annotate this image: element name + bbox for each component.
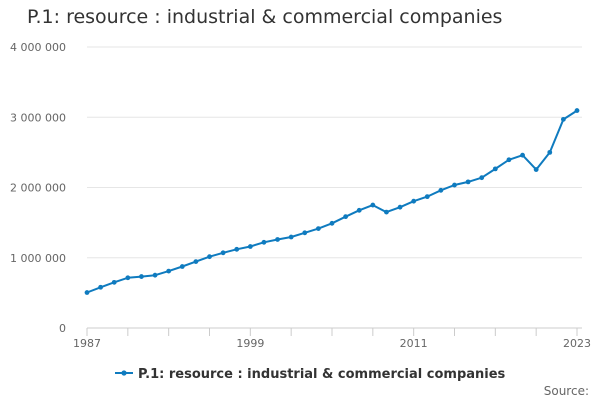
data-point[interactable]: [179, 264, 185, 269]
y-tick-label: 2 000 000: [10, 182, 66, 195]
x-tick-label: 2023: [563, 337, 591, 350]
legend-swatch-marker: [121, 370, 127, 376]
gridlines: [87, 46, 582, 329]
data-point[interactable]: [139, 274, 144, 279]
data-point[interactable]: [111, 279, 117, 285]
source-label: Source:: [544, 384, 589, 398]
data-point[interactable]: [193, 259, 199, 265]
series-line: [86, 109, 578, 294]
x-tick-label: 1999: [236, 337, 264, 350]
data-point[interactable]: [329, 220, 335, 226]
y-tick-label: 1 000 000: [10, 252, 66, 265]
data-point[interactable]: [547, 149, 553, 155]
x-axis: [86, 327, 582, 336]
data-point[interactable]: [302, 230, 308, 236]
data-point[interactable]: [479, 175, 485, 181]
x-tick-label: 1987: [73, 337, 101, 350]
y-tick-label: 0: [59, 322, 66, 335]
data-point[interactable]: [234, 246, 240, 252]
data-point[interactable]: [343, 214, 349, 220]
data-point[interactable]: [533, 167, 539, 172]
data-point[interactable]: [506, 157, 512, 163]
series-line-group: [84, 108, 580, 295]
data-point[interactable]: [520, 152, 525, 158]
y-tick-label: 3 000 000: [10, 111, 66, 124]
data-point[interactable]: [356, 207, 362, 213]
x-tick-label: 2011: [400, 337, 428, 350]
data-point[interactable]: [465, 179, 471, 185]
data-point[interactable]: [452, 182, 457, 188]
x-axis-tick-labels: 1987 1999 2011 2023: [73, 337, 591, 350]
y-axis-tick-labels: 0 1 000 000 2 000 000 3 000 000 4 000 000: [10, 41, 66, 335]
data-point[interactable]: [247, 244, 253, 249]
data-point[interactable]: [261, 239, 267, 245]
data-point[interactable]: [370, 202, 376, 208]
data-point[interactable]: [397, 204, 403, 210]
data-point[interactable]: [315, 226, 321, 231]
data-point[interactable]: [98, 284, 104, 290]
data-point[interactable]: [492, 166, 498, 172]
data-point[interactable]: [220, 250, 226, 256]
data-point[interactable]: [411, 198, 417, 204]
data-point[interactable]: [438, 187, 444, 193]
chart-title: P.1: resource : industrial & commercial …: [27, 6, 503, 28]
data-point[interactable]: [288, 234, 294, 240]
data-point[interactable]: [275, 237, 280, 242]
data-point[interactable]: [152, 272, 158, 278]
data-point[interactable]: [574, 108, 580, 113]
data-point[interactable]: [384, 209, 389, 215]
data-point[interactable]: [424, 194, 430, 200]
legend-label: P.1: resource : industrial & commercial …: [138, 367, 506, 382]
data-point[interactable]: [125, 275, 131, 281]
legend[interactable]: P.1: resource : industrial & commercial …: [115, 367, 506, 382]
y-tick-label: 4 000 000: [10, 41, 66, 54]
data-point[interactable]: [84, 290, 90, 295]
data-point[interactable]: [166, 268, 172, 274]
data-point[interactable]: [207, 254, 212, 260]
data-point[interactable]: [560, 116, 566, 122]
